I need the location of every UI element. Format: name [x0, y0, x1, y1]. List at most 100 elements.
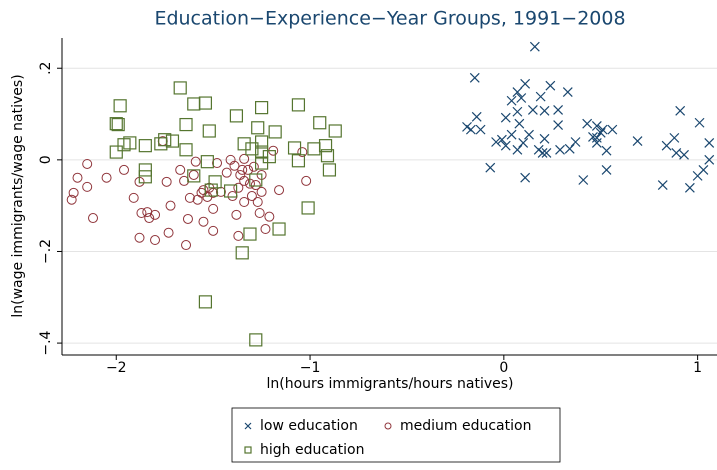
point: [301, 201, 315, 215]
point: [591, 137, 602, 148]
point: [66, 194, 77, 205]
point: [179, 117, 193, 132]
point: [239, 175, 250, 186]
point: [161, 176, 172, 187]
point: [246, 191, 257, 202]
point: [307, 142, 321, 156]
y-tick-label: 0: [38, 155, 54, 164]
legend-box: [231, 407, 561, 463]
point: [249, 333, 263, 347]
legend-label: medium education: [400, 418, 531, 434]
legend-marker: [384, 422, 392, 430]
point: [527, 104, 538, 115]
legend-label: low education: [260, 418, 358, 434]
point: [255, 145, 269, 159]
point: [512, 144, 523, 155]
point: [101, 172, 112, 183]
x-tick-label: 0: [499, 360, 508, 376]
point: [274, 185, 285, 196]
point: [328, 124, 342, 138]
point: [175, 164, 186, 175]
point: [200, 155, 214, 169]
point: [250, 180, 261, 191]
point: [661, 140, 672, 151]
point: [545, 80, 556, 91]
point: [235, 246, 249, 260]
point: [165, 200, 176, 211]
point: [119, 164, 130, 175]
point: [520, 78, 531, 89]
point: [190, 156, 201, 167]
point: [475, 124, 486, 135]
point: [657, 180, 668, 190]
point: [518, 137, 529, 148]
point: [591, 132, 602, 143]
point: [88, 213, 99, 224]
point: [243, 227, 257, 241]
point: [607, 124, 618, 135]
point: [150, 235, 161, 246]
point: [204, 183, 218, 197]
point: [123, 136, 137, 150]
point: [500, 112, 511, 123]
point: [163, 227, 174, 238]
point: [322, 163, 337, 177]
point: [138, 139, 152, 153]
point: [578, 175, 589, 185]
point: [704, 137, 715, 148]
point: [173, 81, 187, 95]
point: [221, 167, 232, 178]
chart-title: Education−Experience−Year Groups, 1991−2…: [154, 8, 625, 30]
point: [254, 207, 265, 218]
point: [698, 165, 709, 175]
point: [471, 111, 482, 122]
point: [68, 187, 79, 198]
point: [541, 148, 552, 158]
x-axis-title: ln(hours immigrants/hours natives): [267, 376, 514, 392]
point: [313, 116, 327, 130]
point: [553, 104, 564, 115]
point: [516, 93, 527, 103]
point: [138, 163, 152, 177]
point: [255, 101, 269, 115]
point: [158, 133, 172, 147]
point: [555, 144, 565, 155]
point: [562, 87, 573, 97]
point: [320, 149, 335, 163]
point: [113, 99, 127, 113]
point: [514, 118, 525, 129]
y-tick-label: −.2: [38, 239, 54, 264]
point: [485, 162, 496, 173]
point: [588, 132, 598, 142]
legend-marker: [244, 446, 252, 454]
point: [291, 98, 306, 112]
point: [198, 185, 209, 196]
point: [227, 191, 238, 202]
point: [601, 145, 612, 156]
y-axis-title: ln(wage immigrants/wage natives): [10, 74, 26, 317]
point: [144, 213, 155, 224]
point: [272, 222, 286, 236]
point: [109, 117, 123, 131]
point: [239, 196, 250, 207]
point: [582, 118, 593, 129]
point: [187, 97, 201, 111]
point: [208, 225, 219, 236]
point: [520, 172, 531, 183]
point: [229, 109, 244, 123]
point: [237, 137, 251, 151]
point: [82, 158, 93, 169]
point: [82, 181, 93, 192]
point: [601, 165, 612, 175]
point: [675, 105, 686, 116]
point: [496, 134, 507, 145]
point: [179, 143, 193, 157]
point: [597, 124, 608, 135]
point: [591, 121, 602, 131]
point: [198, 96, 213, 110]
point: [291, 154, 306, 168]
point: [287, 141, 302, 155]
point: [671, 148, 682, 158]
point: [208, 175, 222, 189]
